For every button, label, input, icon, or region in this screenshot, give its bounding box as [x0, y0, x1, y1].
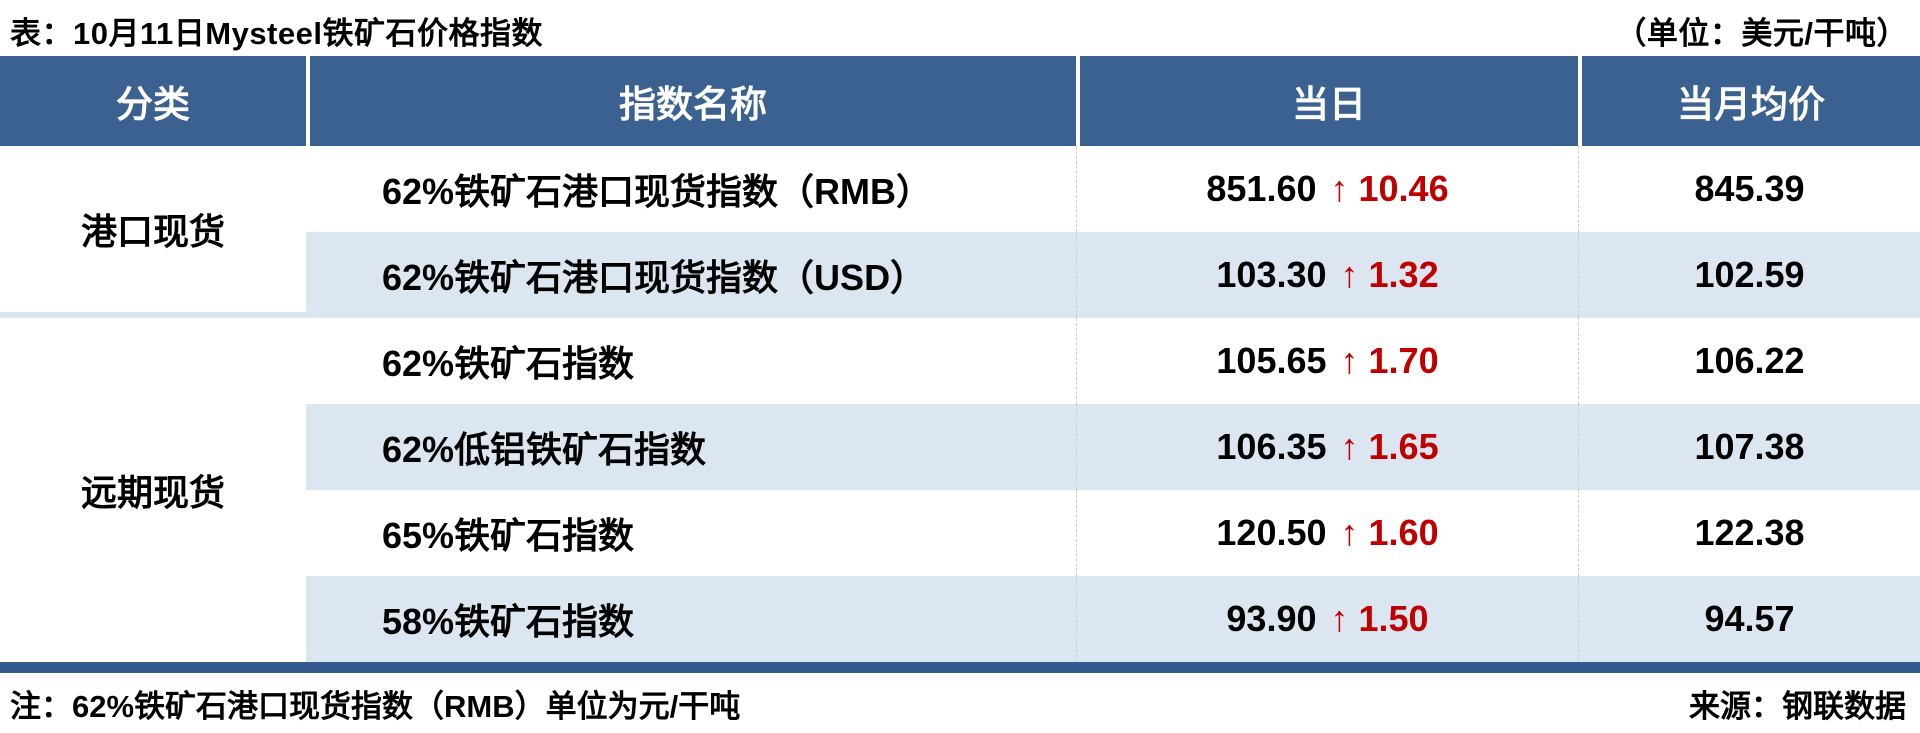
title-bar: 表：10月11日Mysteel铁矿石价格指数 （单位：美元/干吨）	[0, 0, 1920, 56]
daily-value-cell: 103.30 ↑ 1.32	[1076, 232, 1578, 318]
col-header-index-name: 指数名称	[306, 56, 1076, 146]
index-name-cell: 62%铁矿石港口现货指数（USD）	[306, 232, 1076, 318]
monthly-avg-cell: 107.38	[1578, 404, 1920, 490]
daily-value-cell: 106.35 ↑ 1.65	[1076, 404, 1578, 490]
daily-change-up: ↑ 10.46	[1330, 168, 1449, 209]
index-name-cell: 62%铁矿石港口现货指数（RMB）	[382, 171, 933, 212]
page-title: 表：10月11日Mysteel铁矿石价格指数	[10, 16, 543, 51]
unit-label: （单位：美元/干吨）	[1615, 16, 1908, 51]
daily-value-cell: 93.90 ↑ 1.50	[1076, 576, 1578, 662]
daily-change-up: ↑ 1.60	[1340, 512, 1439, 553]
monthly-avg-cell: 102.59	[1578, 232, 1920, 318]
data-source: 来源：钢联数据	[1689, 688, 1906, 724]
index-name-cell: 58%铁矿石指数	[306, 576, 1076, 662]
daily-value: 93.90	[1226, 598, 1317, 639]
daily-change-up: ↑ 1.70	[1340, 340, 1439, 381]
monthly-avg-cell: 94.57	[1578, 576, 1920, 662]
daily-value-cell: 105.65 ↑ 1.70	[1076, 318, 1578, 404]
col-header-daily: 当日	[1076, 56, 1578, 146]
index-name-cell: 62%低铝铁矿石指数	[306, 404, 1076, 490]
table-bottom-border	[0, 662, 1920, 673]
monthly-avg-cell: 106.22	[1578, 318, 1920, 404]
daily-value: 103.30	[1216, 254, 1327, 295]
daily-value-cell: 851.60 ↑ 10.46	[1076, 146, 1578, 232]
category-cell-port-spot: 港口现货	[0, 146, 306, 318]
daily-change-up: ↑ 1.32	[1340, 254, 1439, 295]
daily-value: 106.35	[1216, 426, 1327, 467]
col-header-category: 分类	[0, 56, 306, 146]
daily-change-up: ↑ 1.65	[1340, 426, 1439, 467]
index-name-cell: 62%铁矿石指数	[382, 343, 635, 384]
daily-value: 105.65	[1216, 340, 1327, 381]
daily-value: 851.60	[1206, 168, 1317, 209]
daily-value: 120.50	[1216, 512, 1327, 553]
index-name-cell: 65%铁矿石指数	[382, 515, 635, 556]
col-header-monthly-avg: 当月均价	[1578, 56, 1920, 146]
category-cell-forward-spot: 远期现货	[0, 318, 306, 662]
footnote: 注：62%铁矿石港口现货指数（RMB）单位为元/干吨	[10, 688, 741, 724]
daily-value-cell: 120.50 ↑ 1.60	[1076, 490, 1578, 576]
monthly-avg-cell: 845.39	[1578, 146, 1920, 232]
footer: 注：62%铁矿石港口现货指数（RMB）单位为元/干吨 来源：钢联数据	[0, 673, 1920, 733]
price-table: 分类 指数名称 当日 当月均价 港口现货 远期现货 62%铁矿石港口现货指数（R…	[0, 56, 1920, 662]
daily-change-up: ↑ 1.50	[1330, 598, 1429, 639]
monthly-avg-cell: 122.38	[1578, 490, 1920, 576]
